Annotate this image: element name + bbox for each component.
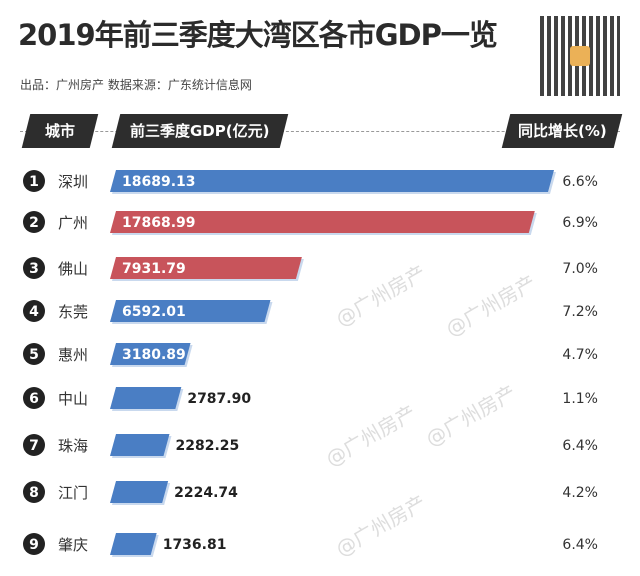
rank-number: 6 — [29, 391, 39, 407]
value-label: 7931.79 — [122, 261, 186, 277]
city-label: 深圳 — [58, 173, 88, 191]
rank-badge — [23, 343, 45, 365]
city-label: 东莞 — [58, 303, 88, 321]
value-label: 6592.01 — [122, 304, 186, 320]
subtitle: 出品：广州房产 数据来源：广东统计信息网 — [20, 78, 252, 92]
city-label: 广州 — [58, 214, 88, 232]
rank-number: 4 — [29, 304, 39, 320]
city-label: 佛山 — [58, 260, 88, 278]
header-divider — [20, 131, 620, 132]
bar — [110, 257, 302, 279]
bar — [110, 343, 191, 365]
growth-label: 4.2% — [562, 485, 598, 501]
value-label: 18689.13 — [122, 174, 196, 190]
city-label: 江门 — [58, 484, 88, 502]
rank-badge — [23, 300, 45, 322]
rank-number: 2 — [29, 215, 39, 231]
bar — [110, 211, 535, 233]
rank-badge — [23, 211, 45, 233]
rank-number: 8 — [29, 485, 39, 501]
growth-label: 6.9% — [562, 215, 598, 231]
bar — [110, 533, 157, 555]
rank-number: 7 — [29, 438, 39, 454]
rank-badge — [23, 481, 45, 503]
rank-number: 3 — [29, 261, 39, 277]
page-title: 2019年前三季度大湾区各市GDP一览 — [18, 18, 498, 52]
rank-badge — [23, 387, 45, 409]
growth-label: 7.0% — [562, 261, 598, 277]
rank-badge — [23, 533, 45, 555]
rank-badge — [23, 257, 45, 279]
bar — [110, 434, 170, 456]
city-label: 中山 — [58, 390, 88, 408]
growth-label: 6.6% — [562, 174, 598, 190]
value-label: 3180.89 — [122, 347, 186, 363]
bar — [110, 170, 554, 192]
bar — [110, 387, 182, 409]
rank-number: 5 — [29, 347, 39, 363]
growth-label: 6.4% — [562, 537, 598, 553]
rank-badge — [23, 434, 45, 456]
value-label: 17868.99 — [122, 215, 196, 231]
bar — [110, 481, 169, 503]
rank-number: 9 — [29, 537, 39, 553]
rank-badge — [23, 170, 45, 192]
value-label: 1736.81 — [163, 537, 227, 553]
value-label: 2282.25 — [175, 438, 239, 454]
rank-number: 1 — [29, 174, 39, 190]
city-label: 肇庆 — [58, 536, 88, 554]
growth-label: 6.4% — [562, 438, 598, 454]
growth-label: 1.1% — [562, 391, 598, 407]
growth-label: 7.2% — [562, 304, 598, 320]
growth-label: 4.7% — [562, 347, 598, 363]
bar — [110, 300, 271, 322]
qr-code-icon — [540, 16, 620, 96]
value-label: 2224.74 — [174, 485, 238, 501]
city-label: 惠州 — [58, 346, 88, 364]
city-label: 珠海 — [58, 437, 88, 455]
value-label: 2787.90 — [187, 391, 251, 407]
